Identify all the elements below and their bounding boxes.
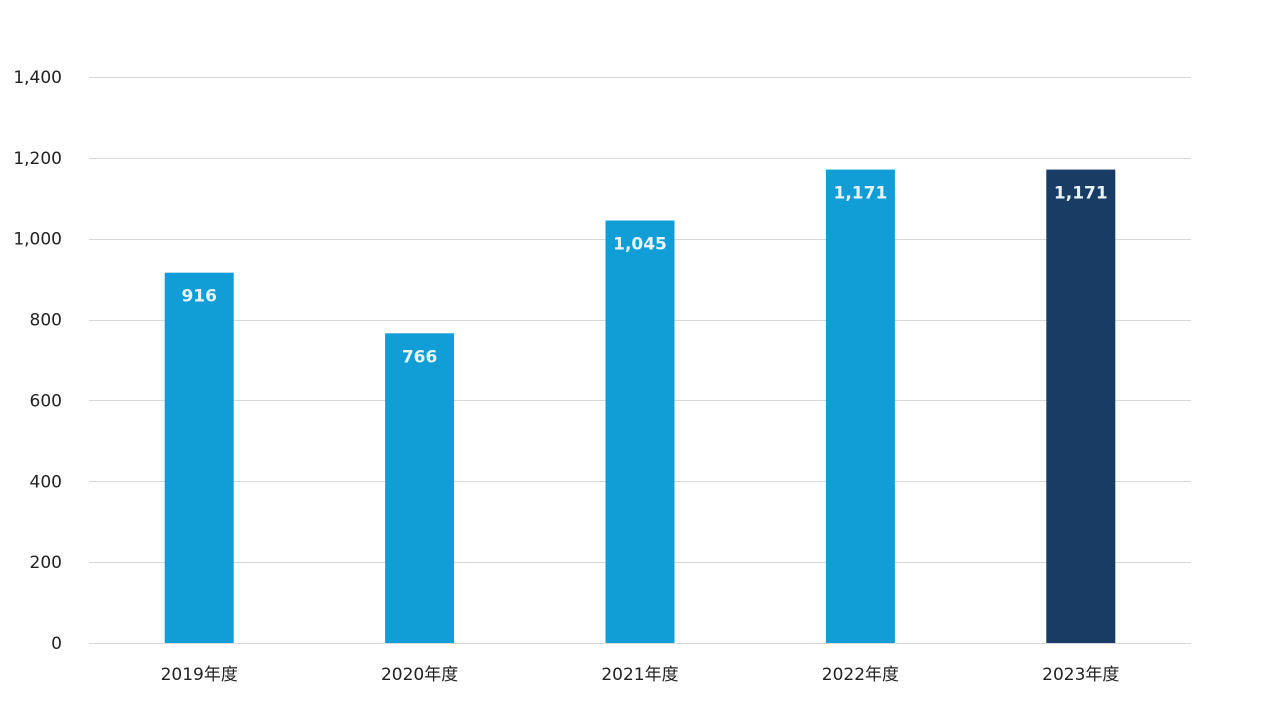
data-label: 766 [402, 347, 438, 367]
x-category-label: 2023年度 [1042, 665, 1119, 685]
y-tick-label: 0 [51, 634, 62, 654]
bar [825, 169, 895, 643]
bar [605, 220, 675, 643]
data-label: 916 [181, 287, 217, 307]
y-tick-label: 200 [30, 553, 62, 573]
x-category-label: 2019年度 [161, 665, 238, 685]
data-label: 1,171 [834, 184, 888, 204]
bars [164, 169, 1116, 643]
bar [164, 272, 234, 643]
x-category-label: 2020年度 [381, 665, 458, 685]
y-tick-label: 400 [30, 472, 62, 492]
y-tick-label: 800 [30, 311, 62, 331]
data-labels: 916 766 1,045 1,171 1,171 [181, 184, 1107, 368]
bar [385, 333, 455, 643]
y-tick-label: 1,200 [13, 149, 62, 169]
x-category-label: 2021年度 [601, 665, 678, 685]
y-tick-label: 1,000 [13, 230, 62, 250]
bar [1046, 169, 1116, 643]
x-axis-category-labels: 2019年度 2020年度 2021年度 2022年度 2023年度 [161, 665, 1120, 685]
y-tick-label: 600 [30, 391, 62, 411]
data-label: 1,045 [613, 235, 667, 255]
data-label: 1,171 [1054, 184, 1108, 204]
y-axis-tick-labels: 0 200 400 600 800 1,000 1,200 1,400 [13, 68, 62, 654]
x-category-label: 2022年度 [822, 665, 899, 685]
y-tick-label: 1,400 [13, 68, 62, 88]
